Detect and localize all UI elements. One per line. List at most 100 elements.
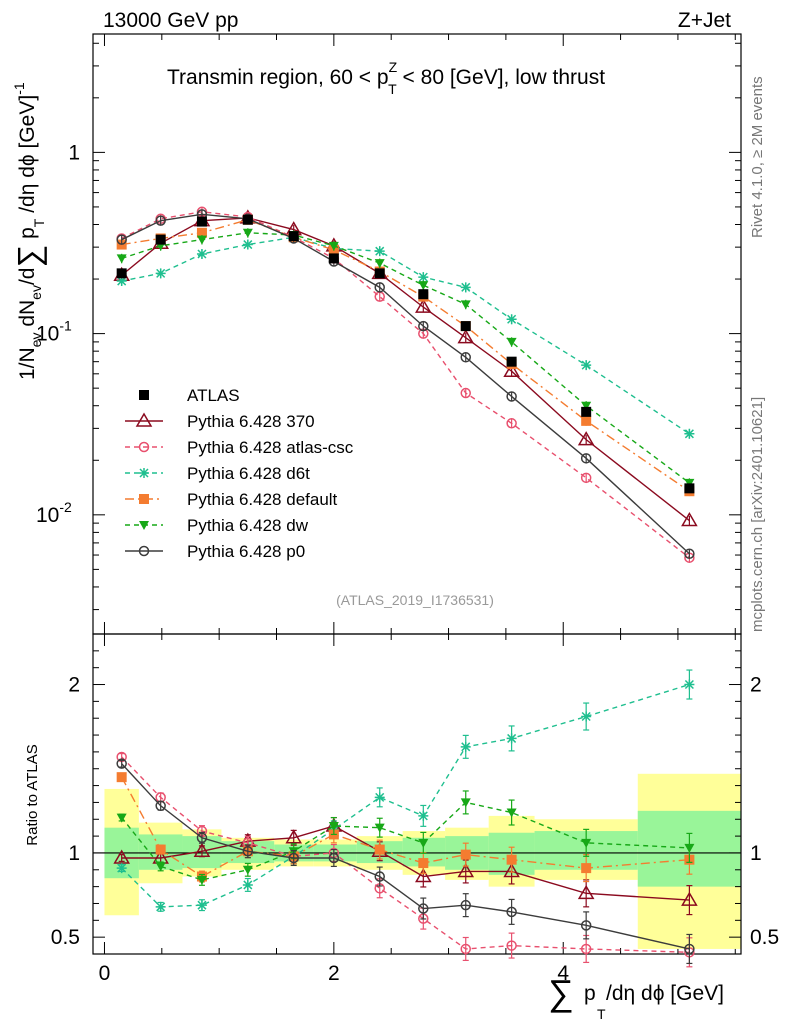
ratio-point (684, 843, 695, 853)
ratio-point (418, 810, 429, 821)
data-point (328, 241, 339, 251)
ratio-point (418, 903, 429, 914)
ratio-y-tick-label-right: 0.5 (750, 926, 779, 949)
data-point (460, 321, 471, 332)
legend-marker (138, 545, 150, 557)
svg-text:/dη dϕ [GeV]: /dη dϕ [GeV] (606, 982, 724, 1005)
title-tail: < 80 [GeV], low thrust (397, 66, 606, 89)
ratio-point (196, 832, 208, 844)
svg-text:T: T (597, 1006, 606, 1022)
ratio-point (460, 798, 471, 808)
main-y-axis-label: 1/Nev dNev/d∑ pT /dη dϕ [GeV]-1 (11, 82, 47, 380)
data-point (374, 282, 385, 293)
ratio-point (155, 800, 166, 812)
ratio-panel: 0 2 4 0.5 0.5 1 1 2 2 (51, 633, 779, 985)
data-point (415, 298, 432, 313)
data-point (506, 418, 517, 429)
rivet-label: Rivet 4.1.0, ≥ 2M events (749, 76, 766, 238)
data-point (196, 248, 207, 259)
mcplots-label: mcplots.cern.ch [arXiv:2401.10621] (749, 397, 766, 632)
ratio-point (116, 813, 127, 823)
legend-marker (139, 521, 149, 530)
data-point (580, 453, 592, 464)
legend-label: Pythia 6.428 default (187, 490, 338, 509)
ratio-point (684, 679, 695, 690)
legend-marker (139, 494, 149, 504)
legend-marker (138, 441, 150, 453)
ratio-point (577, 884, 595, 900)
y-tick-label: 10-2 (36, 499, 72, 527)
ratio-point (684, 943, 695, 955)
data-point (506, 337, 517, 347)
svg-text:p: p (584, 982, 596, 1005)
ratio-line (121, 801, 690, 881)
ratio-point (374, 823, 385, 833)
series-line (121, 213, 690, 555)
ratio-point (328, 822, 339, 831)
data-point (506, 356, 517, 367)
data-point (684, 428, 695, 439)
ratio-point (242, 846, 254, 857)
legend-marker (139, 390, 149, 400)
series-2 (116, 206, 695, 563)
ratio-y-tick-label-right: 1 (750, 842, 762, 865)
x-tick-label: 2 (328, 962, 340, 985)
data-point (242, 214, 253, 225)
ratio-point (506, 808, 517, 818)
data-point (681, 512, 698, 527)
ratio-point (581, 863, 592, 874)
ratio-point (113, 849, 130, 864)
ratio-y-tick-label: 2 (68, 674, 80, 697)
ratio-point (506, 906, 517, 918)
data-point (581, 406, 592, 417)
legend-label: Pythia 6.428 p0 (187, 542, 305, 561)
ratio-point (116, 758, 127, 769)
legend-label: Pythia 6.428 370 (187, 412, 315, 431)
data-point (506, 314, 517, 325)
data-point (577, 431, 595, 446)
title-sup: Z (389, 59, 398, 75)
data-point (155, 215, 166, 226)
ratio-y-axis-label: Ratio to ATLAS (24, 744, 41, 845)
data-point (460, 387, 471, 399)
ratio-point (581, 838, 592, 848)
ratio-point (155, 862, 166, 872)
data-point (460, 282, 471, 293)
data-point (460, 300, 471, 310)
data-point (684, 548, 695, 559)
ratio-point (193, 842, 211, 858)
y-tick-label: 10-1 (36, 318, 72, 346)
ratio-point (506, 733, 517, 744)
ratio-y-tick-label: 0.5 (51, 926, 80, 949)
ratio-frame (92, 633, 742, 955)
ratio-point (581, 711, 592, 722)
ratio-point (374, 792, 385, 803)
legend-label: Pythia 6.428 dw (187, 516, 309, 535)
series-line (121, 211, 690, 559)
plot-title: Transmin region, 60 < pZ T < 80 [GeV], lo… (167, 59, 605, 97)
ratio-point (506, 940, 517, 951)
ratio-point (418, 858, 429, 869)
ratio-series-5 (116, 790, 695, 886)
ratio-point (460, 741, 471, 752)
data-point (460, 352, 471, 363)
legend-label: ATLAS (187, 386, 240, 405)
data-point (116, 276, 127, 287)
ratio-point (116, 772, 127, 783)
ratio-point (196, 875, 207, 885)
y-tick-label: 1 (68, 141, 80, 164)
series-5 (116, 228, 695, 488)
ratio-point (503, 862, 520, 878)
svg-text:1/Nev dNev/d∑ pT /dη dϕ [GeV]: 1/Nev dNev/d∑ pT /dη dϕ [GeV]-1 (11, 82, 47, 380)
x-axis-label: ∑ p T /dη dϕ [GeV] (548, 972, 724, 1022)
data-point (503, 362, 520, 377)
ratio-y-tick-label: 1 (68, 842, 80, 865)
ratio-point (328, 852, 340, 864)
data-point (418, 281, 429, 291)
ratio-point (418, 838, 429, 848)
series-line (121, 236, 690, 435)
ratio-point (460, 849, 471, 860)
ratio-point (460, 943, 471, 955)
ratio-line (121, 776, 690, 878)
data-point (418, 289, 429, 300)
